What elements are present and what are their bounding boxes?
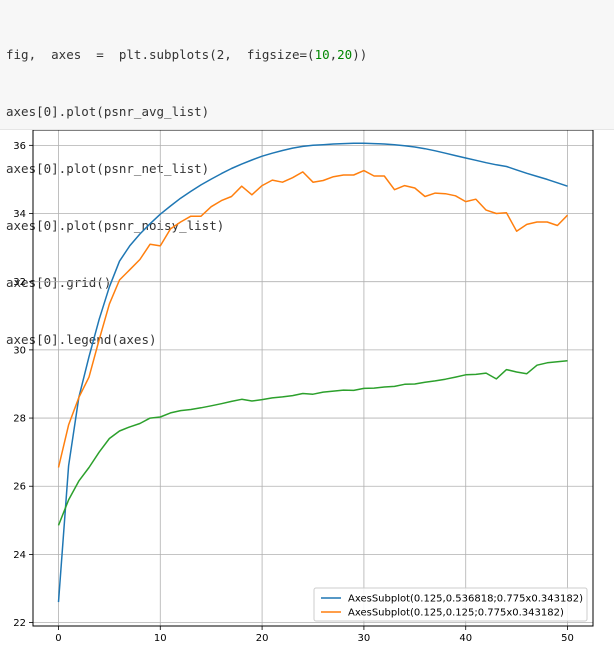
plot-output: 0 10 20 30 40 50 22 24 26 28 30 32 34 36 AxesSubplot(…: [0, 129, 614, 654]
ticks: 0 10 20 30 40 50 22 24 26 28 30 32 34 36: [13, 141, 574, 644]
series-line-2: [57, 360, 568, 526]
code-token: axes[0].legend(axes): [6, 332, 157, 347]
x-tick-label: 50: [561, 633, 574, 644]
code-token: 10: [314, 47, 330, 62]
legend-box: [313, 587, 588, 622]
code-token: fig, axes = plt.subplots(2, figsize=(: [6, 47, 315, 62]
code-line: fig, axes = plt.subplots(2, figsize=(10,…: [6, 45, 614, 64]
y-tick-label: 22: [13, 618, 26, 629]
legend-label: AxesSubplot(0.125,0.125;0.775x0.343182): [348, 608, 564, 619]
code-token: )): [352, 47, 368, 62]
code-token: axes[0].plot(psnr_avg_list): [6, 104, 210, 119]
grid: [33, 130, 593, 626]
code-line: axes[0].plot(psnr_avg_list): [6, 102, 614, 121]
code-token: axes[0].plot(psnr_net_list): [6, 161, 210, 176]
code-line: axes[0].plot(psnr_net_list): [6, 159, 614, 178]
y-tick-label: 30: [13, 345, 26, 356]
y-tick-label: 36: [13, 141, 26, 152]
series-lines: [57, 142, 569, 603]
legend-label: AxesSubplot(0.125,0.536818;0.775x0.34318…: [348, 594, 583, 605]
x-tick-label: 40: [459, 633, 472, 644]
series-line-0: [57, 142, 568, 603]
x-tick-label: 10: [154, 633, 167, 644]
y-tick-label: 26: [13, 482, 26, 493]
legend: AxesSubplot(0.125,0.536818;0.775x0.34318…: [313, 587, 588, 622]
code-line: axes[0].legend(axes): [6, 330, 614, 349]
y-tick-label: 32: [13, 277, 26, 288]
line-chart: 0 10 20 30 40 50 22 24 26 28 30 32 34 36 AxesSubplot(…: [13, 129, 594, 644]
y-tick-label: 34: [13, 209, 26, 220]
y-tick-label: 28: [13, 414, 26, 425]
x-tick-label: 20: [256, 633, 269, 644]
code-token: 20: [337, 47, 353, 62]
x-tick-label: 0: [55, 633, 61, 644]
series-line-1: [57, 169, 569, 468]
y-tick-label: 24: [13, 550, 26, 561]
code-token: ,: [329, 47, 338, 62]
x-tick-label: 30: [358, 633, 371, 644]
code-cell[interactable]: fig, axes = plt.subplots(2, figsize=(10,…: [0, 0, 614, 347]
axes-frame: [32, 129, 594, 627]
